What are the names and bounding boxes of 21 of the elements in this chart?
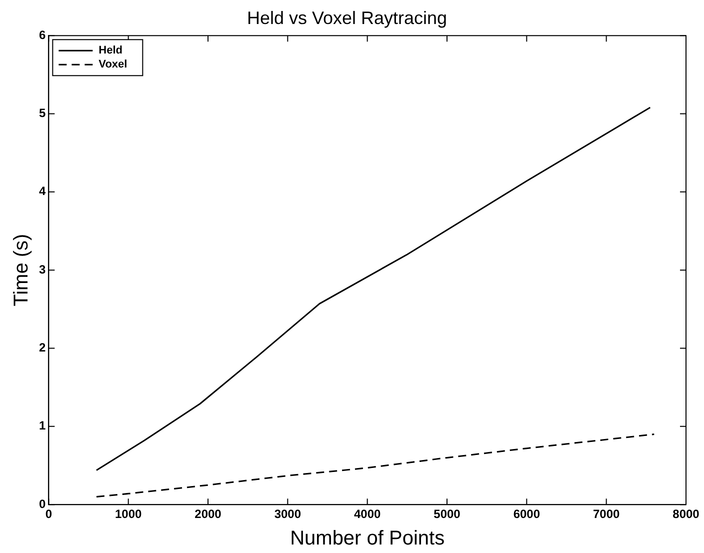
x-axis-title: Number of Points xyxy=(290,528,445,550)
y-tick-label: 4 xyxy=(38,184,46,198)
x-tick-label: 1000 xyxy=(114,507,142,522)
x-tick-label: 3000 xyxy=(274,507,302,522)
x-tick-label: 4000 xyxy=(354,507,382,522)
x-tick-label: 8000 xyxy=(672,507,700,522)
y-tick-label: 1 xyxy=(38,418,46,433)
chart-title: Held vs Voxel Raytracing xyxy=(246,8,448,28)
y-tick-label: 6 xyxy=(38,28,46,42)
x-tick-label: 7000 xyxy=(592,507,620,522)
x-tick-label: 6000 xyxy=(513,507,540,522)
y-tick-label: 2 xyxy=(38,340,46,355)
y-tick-label: 0 xyxy=(38,496,46,511)
legend-label: Held xyxy=(98,44,123,57)
line-series xyxy=(96,434,655,498)
y-axis-title: Time (s) xyxy=(10,234,33,306)
x-tick-label: 2000 xyxy=(194,507,222,522)
legend-label: Voxel xyxy=(98,58,128,71)
y-tick-label: 3 xyxy=(38,262,46,276)
x-tick-label: 5000 xyxy=(434,507,461,522)
y-tick-label: 5 xyxy=(38,106,46,120)
